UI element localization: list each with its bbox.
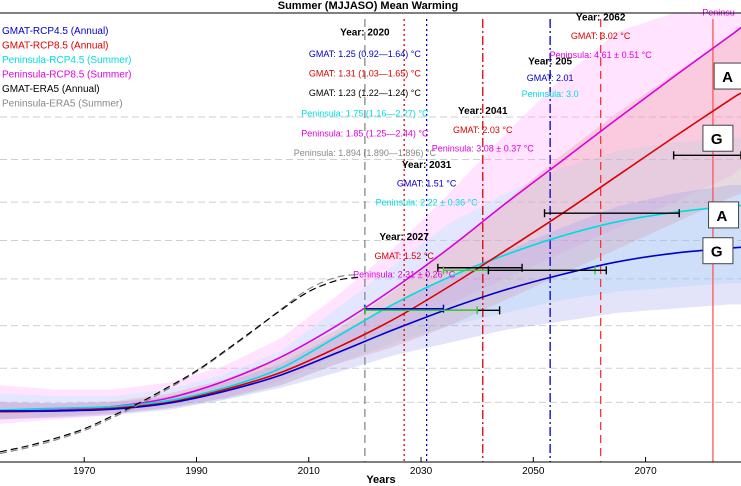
annotation-23: GM <box>717 0 732 2</box>
annotation-12: Peninsula: 2.22 ± 0.36 °C <box>376 197 479 207</box>
boxed-labels: A G A G <box>702 62 741 265</box>
x-tick-label-2: 2010 <box>298 466 321 477</box>
annotation-24: Peninsu <box>702 7 735 17</box>
annotation-6: Peninsula: 1.894 (1.890—1.896) °C <box>294 148 437 158</box>
annotation-8: GMAT: 1.52 °C <box>374 251 434 261</box>
legend-entry-3: Peninsula-RCP8.5 (Summer) <box>2 70 132 81</box>
boxed-label-frame-3 <box>702 237 734 265</box>
grid-layer <box>0 116 741 403</box>
boxed-label-1: G <box>711 131 723 148</box>
annotation-20: GMAT: 3.02 °C <box>571 31 631 41</box>
annotation-21: Peninsula: 4.61 ± 0.51 °C <box>550 50 653 60</box>
chart-title: Summer (MJJASO) Mean Warming <box>278 0 459 12</box>
annotation-14: GMAT: 2.03 °C <box>453 125 513 135</box>
band-3 <box>0 185 741 420</box>
series-line-1 <box>0 204 741 411</box>
series-line-4 <box>0 274 360 455</box>
x-tick-label-4: 2050 <box>522 466 545 477</box>
boxed-label-3: G <box>711 244 723 261</box>
annotation-18: Peninsula: 3.0 <box>522 89 579 99</box>
band-1 <box>0 138 741 420</box>
annotation-1: GMAT: 1.25 (0.92—1.64) °C <box>309 49 421 59</box>
legend-entry-1: GMAT-RCP8.5 (Annual) <box>2 41 109 52</box>
annotation-4: Peninsula: 1.75 (1.16—2.27) °C <box>301 109 429 119</box>
annotation-15: Peninsula: 3.08 ± 0.37 °C <box>432 144 535 154</box>
annotation-7: Year: 2027 <box>379 232 429 243</box>
error-bars <box>364 151 741 315</box>
band-2 <box>0 27 741 420</box>
legend-entry-5: Peninsula-ERA5 (Summer) <box>2 99 123 110</box>
series-lines <box>0 26 741 455</box>
legend: GMAT-RCP4.5 (Annual) GMAT-RCP8.5 (Annual)… <box>2 26 132 110</box>
legend-entry-2: Peninsula-RCP4.5 (Summer) <box>2 55 132 66</box>
legend-entry-0: GMAT-RCP4.5 (Annual) <box>2 26 109 37</box>
x-axis-label: Years <box>366 474 395 486</box>
boxed-label-0: A <box>722 69 733 86</box>
year-markers <box>364 19 714 462</box>
annotation-13: Year: 2041 <box>458 106 508 117</box>
annotation-3: GMAT: 1.23 (1.22—1.24) °C <box>309 88 421 98</box>
annotation-5: Peninsula: 1.85 (1.25—2.44) °C <box>301 128 429 138</box>
annotation-9: Peninsula: 2.31 ± 0.26 °C <box>353 270 456 280</box>
x-tick-label-5: 2070 <box>634 466 657 477</box>
x-tick-label-0: 1970 <box>73 466 96 477</box>
series-line-5 <box>0 276 360 453</box>
annotation-10: Year: 2031 <box>402 160 452 171</box>
annotation-0: Year: 2020 <box>340 28 390 39</box>
annotations: Year: 2020 GMAT: 1.25 (0.92—1.64) °C GMAT:… <box>294 0 735 280</box>
uncertainty-bands <box>0 13 741 424</box>
legend-entry-4: GMAT-ERA5 (Annual) <box>2 84 100 95</box>
annotation-2: GMAT: 1.31 (1.03—1.65) °C <box>309 69 421 79</box>
boxed-label-frame-1 <box>702 124 734 152</box>
annotation-16: Year: 205 <box>528 57 572 68</box>
x-axis: 1970 1990 2010 2030 2050 2070 <box>0 12 741 477</box>
boxed-label-2: A <box>717 208 728 225</box>
annotation-11: GMAT: 1.51 °C <box>397 179 457 189</box>
annotation-19: Year: 2062 <box>576 12 626 23</box>
x-tick-label-1: 1990 <box>185 466 208 477</box>
boxed-label-frame-2 <box>708 201 740 229</box>
annotation-17: GMAT: 2.01 <box>527 73 574 83</box>
x-tick-label-3: 2030 <box>410 466 433 477</box>
boxed-label-frame-0 <box>713 62 741 90</box>
band-0 <box>0 13 741 424</box>
